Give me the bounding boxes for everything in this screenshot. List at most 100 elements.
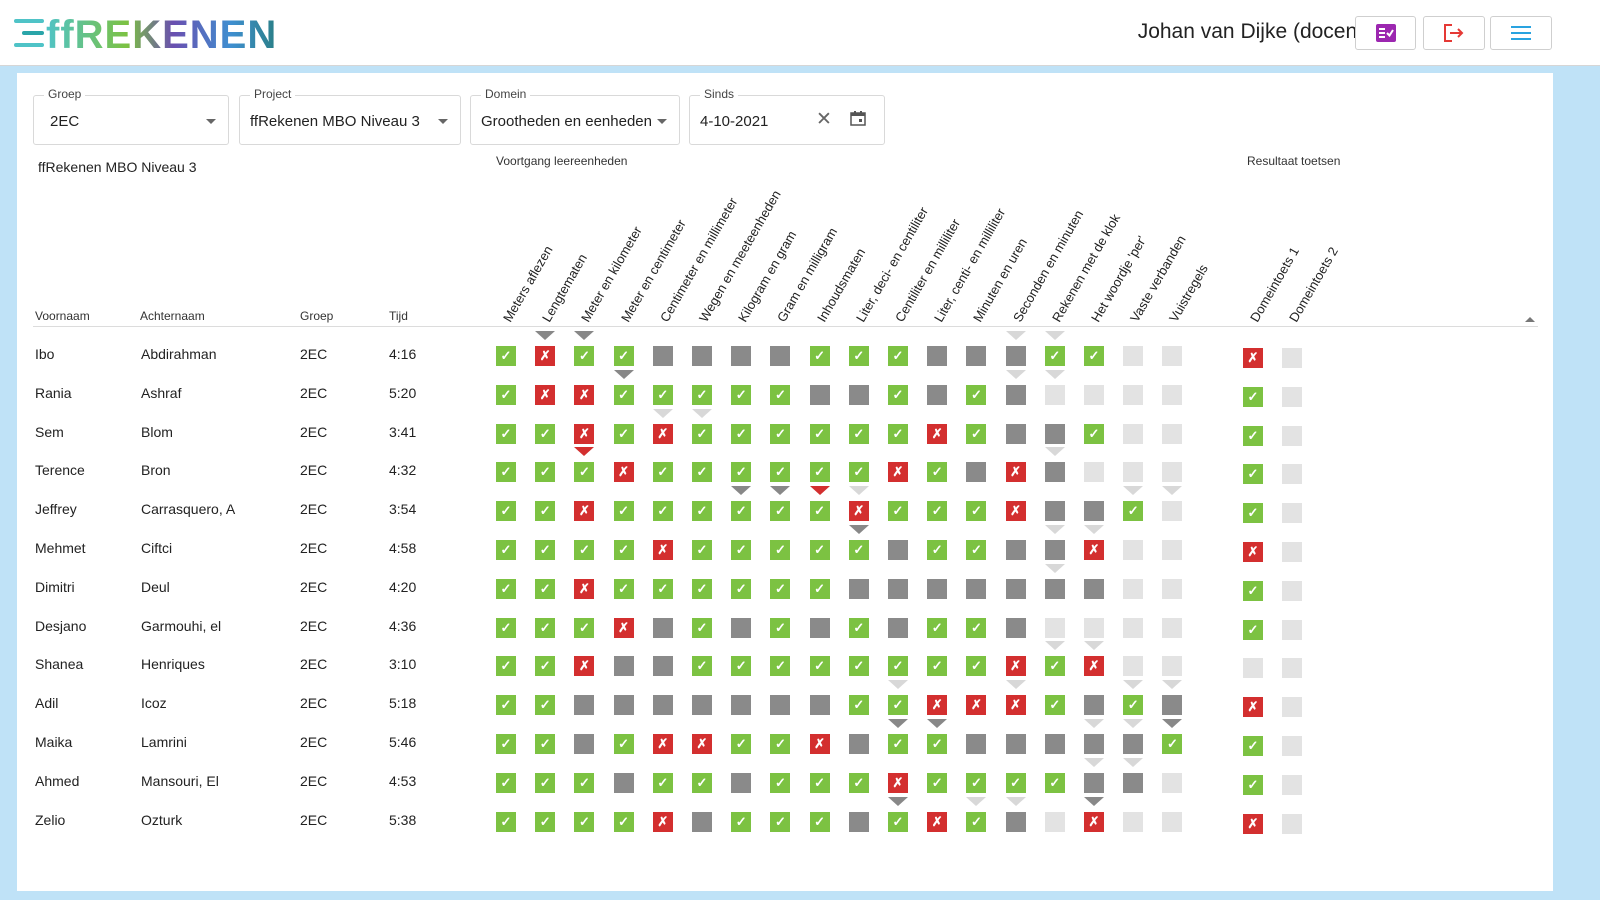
unit-status-cell[interactable]: ✓ xyxy=(1044,695,1065,716)
unit-status-cell[interactable]: ✓ xyxy=(692,540,712,560)
unit-status-cell[interactable]: ✓ xyxy=(809,656,830,677)
unit-status-cell[interactable]: ✓ xyxy=(692,656,712,677)
table-row[interactable]: Sem Blom 2EC 3:41 ✓ ✓ ✗ ✓ ✗ ✓ ✓ ✓ ✓ ✓ ✓ ✗ ✓ ✓ ✓ xyxy=(17,408,1553,461)
unit-status-cell[interactable]: ✗ xyxy=(1005,695,1026,716)
unit-status-cell[interactable]: ✓ xyxy=(809,501,830,522)
unit-status-cell[interactable]: ✓ xyxy=(809,540,830,560)
column-voornaam[interactable]: Voornaam xyxy=(35,309,90,323)
unit-status-cell[interactable]: ✓ xyxy=(1044,346,1065,366)
unit-status-cell[interactable]: ✓ xyxy=(1044,656,1065,677)
unit-status-cell[interactable]: ✓ xyxy=(652,772,673,793)
unit-status-cell[interactable]: ✓ xyxy=(848,423,869,444)
unit-status-cell[interactable]: ✓ xyxy=(574,617,595,638)
table-row[interactable]: Zelio Ozturk 2EC 5:38 ✓ ✓ ✓ ✓ ✗ ✓ ✓ ✓ ✓ ✗ ✓ ✗ ✗ xyxy=(17,796,1553,849)
test-result-cell[interactable] xyxy=(1282,464,1302,485)
unit-status-cell[interactable]: ✓ xyxy=(888,734,908,754)
unit-status-cell[interactable] xyxy=(1005,811,1026,832)
unit-status-cell[interactable]: ✓ xyxy=(966,501,987,522)
unit-status-cell[interactable] xyxy=(652,346,673,366)
unit-status-cell[interactable]: ✓ xyxy=(496,656,516,677)
unit-status-cell[interactable]: ✓ xyxy=(496,617,516,638)
unit-status-cell[interactable]: ✓ xyxy=(809,578,830,599)
unit-status-cell[interactable]: ✓ xyxy=(770,811,791,832)
unit-status-cell[interactable] xyxy=(1005,578,1026,599)
sort-icon[interactable] xyxy=(1525,317,1535,322)
sinds-date-field[interactable]: Sinds 4-10-2021 ✕ xyxy=(689,87,885,145)
unit-status-cell[interactable] xyxy=(1005,734,1026,754)
table-row[interactable]: Mehmet Ciftci 2EC 4:58 ✓ ✓ ✓ ✓ ✗ ✓ ✓ ✓ ✓ ✓ ✓ ✓ ✗ ✗ xyxy=(17,525,1553,577)
unit-status-cell[interactable] xyxy=(1123,811,1144,832)
menu-button[interactable] xyxy=(1490,16,1552,50)
table-row[interactable]: Maika Lamrini 2EC 5:46 ✓ ✓ ✓ ✗ ✗ ✓ ✓ ✗ ✓ ✓ ✓ ✓ xyxy=(17,719,1553,771)
unit-status-cell[interactable]: ✓ xyxy=(888,656,908,677)
unit-status-cell[interactable]: ✓ xyxy=(692,423,712,444)
unit-status-cell[interactable]: ✓ xyxy=(496,578,516,599)
project-select[interactable]: Project ffRekenen MBO Niveau 3 xyxy=(239,87,461,145)
test-result-cell[interactable]: ✗ xyxy=(1243,348,1263,368)
unit-status-cell[interactable]: ✓ xyxy=(888,695,908,716)
unit-status-cell[interactable]: ✗ xyxy=(888,772,908,793)
unit-status-cell[interactable] xyxy=(1123,540,1144,560)
unit-status-cell[interactable]: ✓ xyxy=(692,501,712,522)
unit-status-cell[interactable] xyxy=(848,578,869,599)
unit-status-cell[interactable]: ✓ xyxy=(652,578,673,599)
unit-status-cell[interactable]: ✗ xyxy=(927,423,948,444)
test-result-cell[interactable] xyxy=(1282,503,1302,524)
unit-status-cell[interactable]: ✗ xyxy=(692,734,712,754)
test-result-cell[interactable]: ✗ xyxy=(1243,813,1263,834)
test-result-cell[interactable]: ✗ xyxy=(1243,697,1263,718)
unit-status-cell[interactable] xyxy=(1084,695,1104,716)
unit-status-cell[interactable] xyxy=(1084,462,1104,483)
unit-status-cell[interactable]: ✗ xyxy=(652,423,673,444)
unit-status-cell[interactable]: ✓ xyxy=(731,384,752,405)
unit-status-cell[interactable]: ✓ xyxy=(535,695,556,716)
unit-status-cell[interactable]: ✓ xyxy=(966,811,987,832)
unit-status-cell[interactable]: ✓ xyxy=(613,734,634,754)
unit-status-cell[interactable]: ✓ xyxy=(1123,695,1144,716)
unit-status-cell[interactable]: ✓ xyxy=(535,423,556,444)
unit-status-cell[interactable]: ✓ xyxy=(535,772,556,793)
unit-status-cell[interactable]: ✗ xyxy=(652,811,673,832)
unit-status-cell[interactable] xyxy=(574,695,595,716)
test-result-cell[interactable] xyxy=(1282,619,1302,640)
unit-status-cell[interactable]: ✗ xyxy=(574,384,595,405)
unit-status-cell[interactable]: ✓ xyxy=(613,501,634,522)
test-result-cell[interactable]: ✓ xyxy=(1243,503,1263,524)
unit-status-cell[interactable] xyxy=(613,656,634,677)
unit-status-cell[interactable]: ✓ xyxy=(692,462,712,483)
unit-status-cell[interactable] xyxy=(1005,540,1026,560)
unit-status-cell[interactable]: ✓ xyxy=(574,462,595,483)
unit-status-cell[interactable] xyxy=(1005,384,1026,405)
table-row[interactable]: Dimitri Deul 2EC 4:20 ✓ ✓ ✗ ✓ ✓ ✓ ✓ ✓ ✓ ✓ xyxy=(17,563,1553,616)
unit-status-cell[interactable] xyxy=(1123,617,1144,638)
unit-status-cell[interactable]: ✓ xyxy=(966,423,987,444)
unit-status-cell[interactable] xyxy=(1162,346,1183,366)
unit-status-cell[interactable] xyxy=(1044,501,1065,522)
unit-status-cell[interactable]: ✗ xyxy=(1084,540,1104,560)
unit-status-cell[interactable] xyxy=(1044,384,1065,405)
calendar-icon[interactable] xyxy=(850,111,866,126)
domein-select[interactable]: Domein Grootheden en eenheden xyxy=(470,87,680,145)
unit-status-cell[interactable]: ✓ xyxy=(613,384,634,405)
unit-status-cell[interactable] xyxy=(1044,540,1065,560)
unit-status-cell[interactable]: ✓ xyxy=(770,384,791,405)
table-row[interactable]: Adil Icoz 2EC 5:18 ✓ ✓ ✓ ✓ ✗ ✗ ✗ ✓ ✓ ✗ xyxy=(17,680,1553,732)
unit-status-cell[interactable]: ✓ xyxy=(809,811,830,832)
unit-status-cell[interactable]: ✓ xyxy=(966,656,987,677)
unit-status-cell[interactable] xyxy=(809,384,830,405)
unit-status-cell[interactable] xyxy=(1162,617,1183,638)
unit-status-cell[interactable] xyxy=(927,346,948,366)
unit-status-cell[interactable] xyxy=(927,578,948,599)
test-result-cell[interactable] xyxy=(1282,580,1302,601)
unit-status-cell[interactable]: ✓ xyxy=(692,772,712,793)
unit-status-cell[interactable] xyxy=(574,734,595,754)
unit-status-cell[interactable]: ✓ xyxy=(574,772,595,793)
unit-status-cell[interactable]: ✓ xyxy=(966,617,987,638)
unit-status-cell[interactable]: ✓ xyxy=(731,578,752,599)
unit-status-cell[interactable]: ✓ xyxy=(848,617,869,638)
unit-status-cell[interactable]: ✓ xyxy=(535,811,556,832)
unit-status-cell[interactable]: ✓ xyxy=(731,734,752,754)
unit-status-cell[interactable]: ✓ xyxy=(966,540,987,560)
unit-status-cell[interactable]: ✓ xyxy=(927,501,948,522)
unit-status-cell[interactable] xyxy=(731,695,752,716)
